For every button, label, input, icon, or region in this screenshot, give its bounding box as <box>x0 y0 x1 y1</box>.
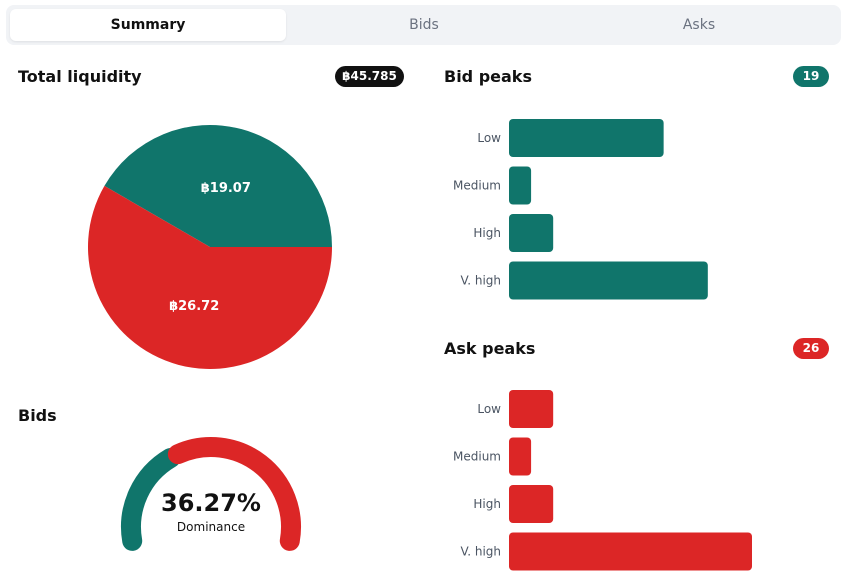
tab-bids[interactable]: Bids <box>409 17 439 33</box>
bid-peaks-bar-low <box>509 119 664 157</box>
bid-peaks-title: Bid peaks <box>444 67 532 86</box>
bid-peaks-tick-label: Low <box>477 131 501 145</box>
pie-slice-asks <box>87 185 332 370</box>
ask-peaks-bar-low <box>509 390 554 428</box>
ask-peaks-bar-medium <box>509 437 532 476</box>
bid-peaks-bar-medium <box>509 166 532 205</box>
bid-peaks-tick-label: V. high <box>461 274 501 288</box>
ask-peaks-tick-label: High <box>473 497 501 511</box>
total-liquidity-title: Total liquidity <box>18 67 142 86</box>
pie-label-asks: ฿26.72 <box>169 299 219 314</box>
ask-peaks-count-badge: 26 <box>793 338 829 359</box>
bid-peaks-tick-label: High <box>473 226 501 240</box>
bid-peaks-tick-label: Medium <box>453 179 501 193</box>
bid-peaks-count-badge: 19 <box>793 66 829 87</box>
ask-peaks-tick-label: Medium <box>453 450 501 464</box>
ask-peaks-tick-label: Low <box>477 402 501 416</box>
bid-peaks-bar-high <box>509 214 554 252</box>
ask-peaks-bar-v-high <box>509 532 752 571</box>
tab-summary[interactable]: Summary <box>10 9 286 41</box>
bid-peaks-bar-v-high <box>509 261 708 300</box>
total-liquidity-badge: ฿45.785 <box>335 66 404 87</box>
pie-label-bids: ฿19.07 <box>201 181 251 196</box>
bids-gauge-title: Bids <box>18 406 57 425</box>
ask-peaks-tick-label: V. high <box>461 545 501 559</box>
gauge-bids-arc <box>121 448 181 551</box>
dominance-caption: Dominance <box>176 520 246 534</box>
ask-peaks-title: Ask peaks <box>444 339 536 358</box>
view-tabs: Summary Bids Asks <box>6 5 841 45</box>
dominance-value: 36.27% <box>161 489 261 517</box>
tab-asks[interactable]: Asks <box>682 17 716 33</box>
ask-peaks-bar-high <box>509 485 554 523</box>
pie-slice-bids <box>104 125 332 247</box>
gauge-asks-arc <box>167 437 301 551</box>
